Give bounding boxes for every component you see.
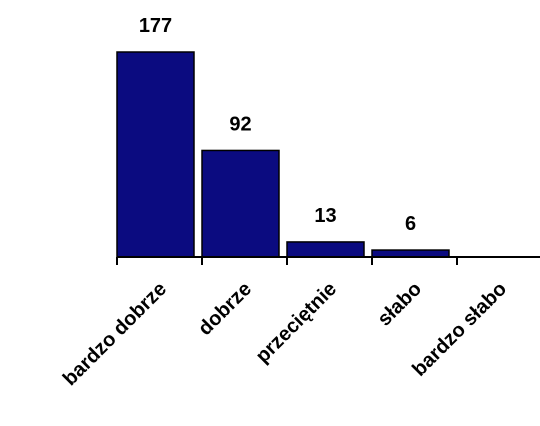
bar-dobrze: [201, 149, 280, 258]
tick-label-bardzo-dobrze: bardzo dobrze: [59, 278, 171, 390]
bar-slabo: [371, 249, 450, 258]
bars-group: [116, 51, 450, 258]
data-label-bardzo-dobrze: 177: [139, 15, 172, 37]
bar-bardzo-dobrze: [116, 51, 195, 258]
x-axis-ticks-group: [116, 257, 458, 265]
tick-label-dobrze: dobrze: [194, 278, 256, 340]
value-labels-group: 177 92 13 6: [139, 15, 416, 235]
data-label-slabo: 6: [405, 213, 416, 235]
data-label-dobrze: 92: [229, 113, 251, 135]
tick-label-slabo: słabo: [374, 278, 427, 331]
tick-label-przecietnie: przeciętnie: [252, 278, 341, 367]
bar-przecietnie: [286, 241, 365, 258]
data-label-przecietnie: 13: [314, 205, 336, 227]
